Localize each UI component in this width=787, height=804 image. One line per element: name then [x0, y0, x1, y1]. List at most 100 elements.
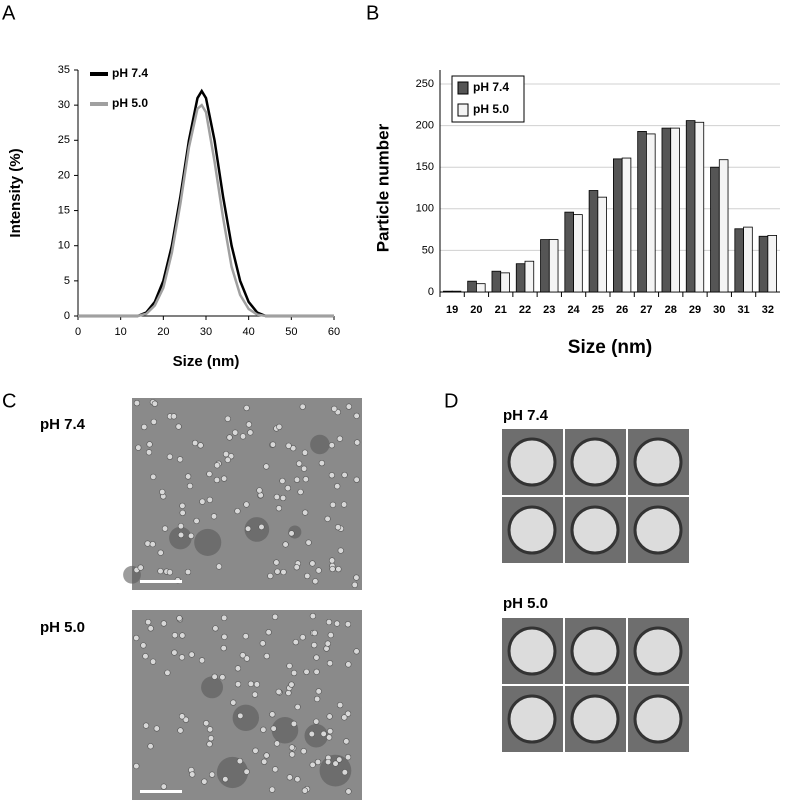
particle [193, 517, 200, 525]
particle [328, 442, 335, 449]
particle [288, 530, 295, 537]
particle [234, 507, 241, 515]
particle [353, 648, 360, 655]
particle [269, 786, 276, 793]
particle [507, 437, 557, 487]
scale-bar [140, 580, 182, 583]
particle [299, 403, 306, 410]
x-tick-label: 40 [243, 326, 255, 338]
particle [226, 434, 233, 441]
particle [341, 471, 348, 479]
particle [243, 655, 251, 662]
particle [147, 743, 154, 750]
bar [718, 159, 729, 293]
particle [221, 633, 228, 640]
y-tick-label: 35 [58, 64, 70, 76]
particle [243, 501, 250, 508]
particle [176, 456, 184, 463]
particle [279, 494, 287, 502]
particle [507, 505, 557, 555]
x-tick-label: 10 [115, 326, 127, 338]
particle [221, 475, 228, 482]
particle [151, 400, 158, 407]
particle [331, 405, 338, 412]
particle [633, 437, 683, 487]
bar [710, 166, 720, 293]
particle [179, 502, 186, 509]
particle [269, 711, 276, 718]
particle [189, 771, 196, 778]
particle [160, 620, 167, 627]
particle [311, 629, 318, 637]
bar [548, 239, 559, 293]
particle [351, 581, 358, 589]
bar [491, 270, 502, 293]
particle [207, 735, 215, 742]
bar [637, 131, 647, 293]
particle [303, 668, 310, 676]
particle [305, 539, 312, 546]
bar [573, 214, 583, 293]
x-tick-label: 22 [519, 304, 531, 316]
y-tick-label: 100 [416, 203, 434, 215]
particle [221, 614, 228, 622]
particle [269, 441, 277, 448]
particle [141, 423, 148, 431]
particle [224, 415, 231, 422]
x-tick-label: 29 [689, 304, 701, 316]
particle [145, 618, 152, 626]
particle [334, 524, 342, 531]
bar [670, 127, 680, 293]
particle [286, 662, 293, 670]
particle [324, 640, 331, 647]
particle [293, 476, 301, 483]
particle [289, 751, 296, 758]
particle [188, 532, 195, 539]
particle [273, 493, 280, 501]
y-tick-label: 250 [416, 78, 434, 90]
x-axis-label: Size (nm) [173, 353, 240, 370]
particle [259, 640, 266, 647]
particle [176, 615, 183, 622]
particle [341, 769, 348, 776]
particle [206, 740, 213, 748]
particle [232, 429, 239, 436]
particle [261, 758, 268, 765]
particle [201, 778, 208, 785]
particle [337, 547, 344, 554]
particle [344, 621, 352, 628]
particle [133, 400, 141, 407]
particle [137, 564, 144, 571]
particle [290, 669, 298, 677]
micrograph-label: pH 7.4 [503, 407, 549, 424]
particle [336, 756, 343, 763]
particle [242, 633, 249, 640]
particle [147, 625, 154, 632]
stain [310, 434, 330, 455]
particle [299, 634, 306, 641]
particle [192, 439, 199, 447]
particle [326, 660, 334, 667]
bar [621, 157, 632, 293]
particle [243, 404, 250, 412]
particle [275, 505, 283, 512]
micrographs [123, 398, 689, 800]
particle [314, 695, 321, 703]
particle [253, 681, 261, 688]
particle [286, 774, 293, 781]
particle [309, 761, 316, 768]
stain [194, 528, 222, 556]
particle [318, 460, 325, 467]
y-tick-label: 10 [58, 240, 70, 252]
stain [232, 704, 260, 732]
particle [157, 549, 164, 556]
particle [328, 472, 335, 479]
particle [309, 560, 316, 567]
particle [353, 574, 360, 581]
particle [251, 691, 259, 698]
particle [284, 484, 291, 492]
particle [293, 564, 300, 571]
particle [507, 626, 557, 676]
particle [288, 681, 295, 688]
particle [294, 703, 301, 711]
